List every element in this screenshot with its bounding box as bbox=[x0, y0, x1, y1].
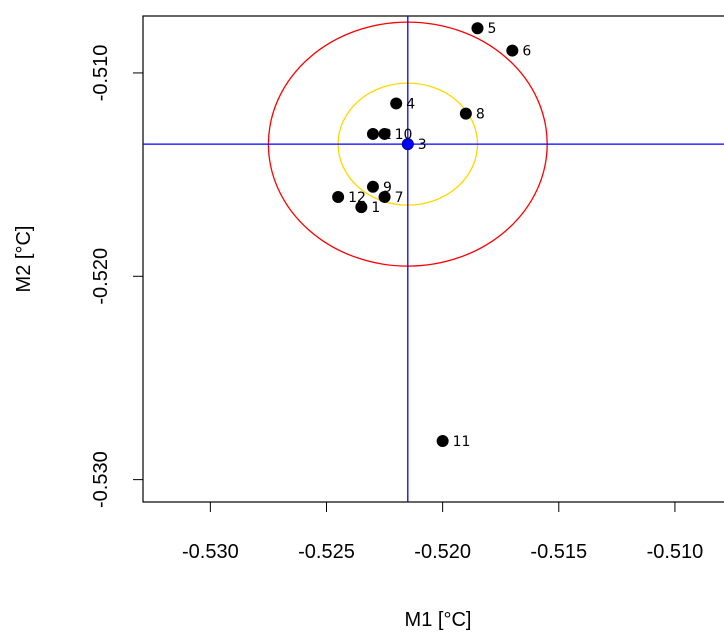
point-label: 5 bbox=[487, 21, 496, 37]
data-point bbox=[366, 127, 379, 140]
y-axis-title: M2 [°C] bbox=[13, 226, 35, 293]
point-label: 6 bbox=[522, 44, 531, 60]
plot-frame bbox=[142, 15, 724, 503]
point-label: 2 bbox=[383, 127, 392, 143]
data-point bbox=[471, 22, 484, 35]
point-label: 3 bbox=[418, 137, 427, 153]
data-point bbox=[506, 44, 519, 57]
x-tick-label: -0.515 bbox=[530, 541, 587, 563]
x-tick-label: -0.510 bbox=[647, 541, 704, 563]
y-tick-label: -0.520 bbox=[90, 248, 112, 305]
data-point bbox=[378, 190, 391, 203]
point-label: 12 bbox=[348, 190, 366, 206]
point-label: 11 bbox=[453, 434, 471, 450]
overlays bbox=[143, 16, 724, 502]
center-point bbox=[402, 138, 414, 150]
point-label: 7 bbox=[395, 190, 404, 206]
y-axis: -0.530 -0.520 -0.510 bbox=[90, 45, 143, 508]
x-axis-title: M1 [°C] bbox=[405, 609, 472, 631]
point-label: 10 bbox=[395, 127, 413, 143]
data-point bbox=[390, 97, 403, 110]
data-point bbox=[366, 180, 379, 193]
data-point bbox=[355, 201, 368, 214]
point-label: 9 bbox=[383, 180, 392, 196]
point-label: 8 bbox=[476, 107, 485, 123]
x-axis: -0.530 -0.525 -0.520 -0.515 -0.510 bbox=[182, 502, 703, 563]
point-label: 1 bbox=[371, 200, 380, 216]
data-points bbox=[332, 22, 519, 447]
x-tick-label: -0.530 bbox=[182, 541, 239, 563]
point-label: 4 bbox=[406, 96, 415, 112]
y-tick-label: -0.530 bbox=[90, 451, 112, 508]
data-point bbox=[436, 434, 449, 447]
data-point bbox=[459, 107, 472, 120]
y-tick-label: -0.510 bbox=[90, 45, 112, 102]
x-tick-label: -0.525 bbox=[298, 541, 355, 563]
data-point bbox=[378, 127, 391, 140]
data-point bbox=[332, 190, 345, 203]
x-tick-label: -0.520 bbox=[414, 541, 471, 563]
